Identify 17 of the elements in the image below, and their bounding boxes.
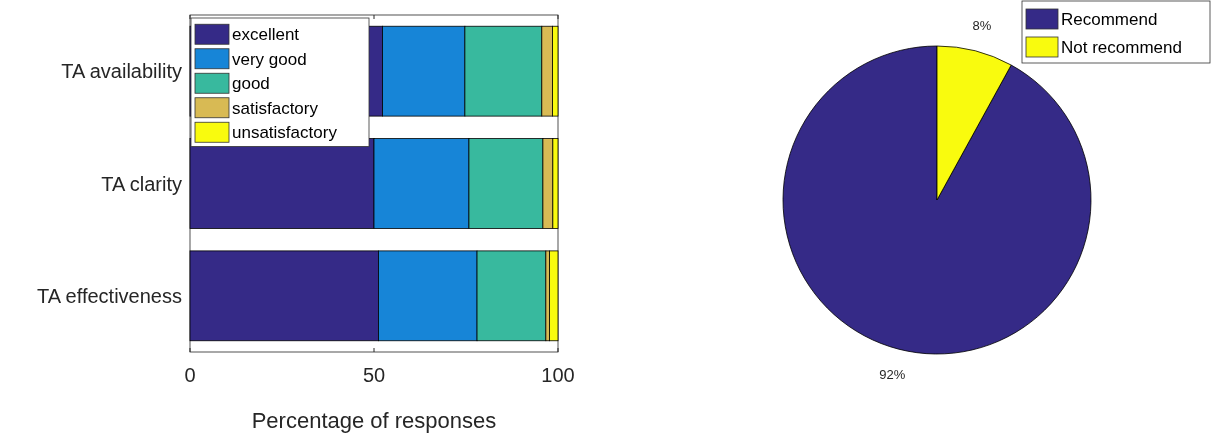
legend-label: very good: [232, 49, 307, 69]
x-axis-title: Percentage of responses: [251, 408, 497, 433]
data-label: 8%: [972, 18, 992, 34]
data-label: 92%: [879, 367, 906, 383]
legend-label: unsatisfactory: [232, 123, 338, 143]
y-tick-label: TA availability: [61, 60, 182, 83]
x-tick-label: 100: [541, 364, 575, 386]
legend-label: excellent: [232, 25, 300, 45]
x-tick-label: 50: [362, 364, 386, 386]
legend-label: Recommend: [1061, 9, 1158, 29]
y-tick-label: TA effectiveness: [37, 284, 182, 307]
legend-label: Not recommend: [1061, 37, 1182, 57]
y-tick-label: TA clarity: [101, 172, 182, 195]
legend-label: satisfactory: [232, 98, 319, 118]
legend-label: good: [232, 74, 270, 94]
bar: [549, 250, 559, 342]
x-tick-label: 0: [184, 364, 196, 386]
